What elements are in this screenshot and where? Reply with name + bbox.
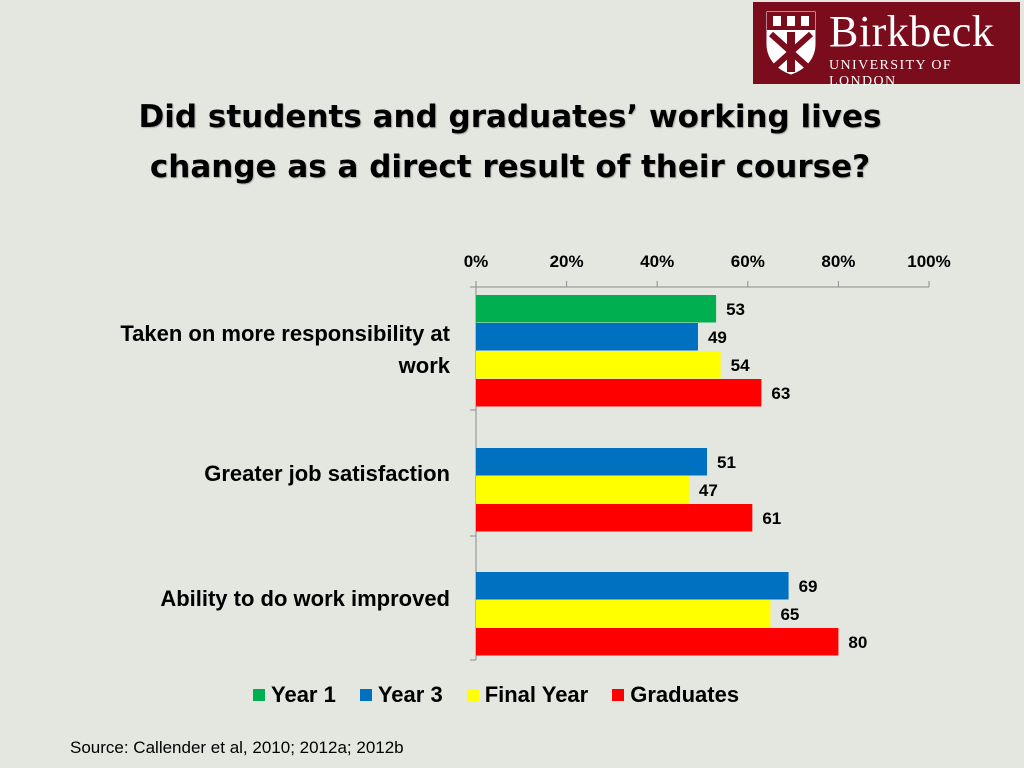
bar — [476, 448, 708, 476]
title-line-1: Did students and graduates’ working live… — [138, 99, 882, 135]
x-tick-label: 100% — [907, 252, 950, 271]
bar — [476, 628, 839, 656]
data-label: 80 — [848, 633, 867, 652]
legend-swatch — [253, 689, 265, 701]
crest-icon — [766, 11, 816, 75]
data-label: 61 — [762, 509, 781, 528]
category-label-ability: Ability to do work improved — [30, 583, 450, 615]
legend-swatch — [466, 689, 479, 701]
data-label: 51 — [717, 453, 736, 472]
category-label-line: Greater job satisfaction — [204, 461, 450, 486]
legend-item: Final Year — [466, 682, 589, 708]
category-label-responsibility: Taken on more responsibility at work — [30, 318, 450, 382]
logo-subtitle: UNIVERSITY OF LONDON — [829, 58, 953, 89]
legend-item: Year 1 — [253, 682, 336, 708]
bar — [476, 323, 698, 351]
bar — [476, 572, 789, 600]
data-label: 53 — [726, 300, 745, 319]
bar — [476, 351, 721, 379]
x-tick-label: 40% — [640, 252, 674, 271]
legend-swatch — [359, 689, 372, 701]
bar — [476, 504, 753, 532]
data-label: 63 — [771, 384, 790, 403]
x-tick-label: 0% — [464, 252, 489, 271]
birkbeck-logo: Birkbeck UNIVERSITY OF LONDON — [753, 2, 1020, 89]
bar — [476, 295, 717, 323]
chart-legend: Year 1 Year 3 Final Year Graduates — [253, 682, 763, 708]
logo-name: Birkbeck — [829, 7, 995, 56]
data-label: 47 — [699, 481, 718, 500]
title-line-2: change as a direct result of their cours… — [149, 149, 871, 185]
category-label-line: Ability to do work improved — [160, 586, 450, 611]
data-label: 49 — [708, 328, 727, 347]
source-note: Source: Callender et al, 2010; 2012a; 20… — [70, 738, 404, 757]
category-label-job-satisfaction: Greater job satisfaction — [30, 458, 450, 490]
bar — [476, 379, 762, 407]
bar — [476, 476, 689, 504]
data-label: 69 — [799, 577, 818, 596]
bar — [476, 600, 771, 628]
category-label-line: work — [398, 353, 450, 378]
legend-item: Graduates — [612, 682, 739, 708]
x-tick-label: 60% — [731, 252, 765, 271]
x-tick-label: 80% — [821, 252, 855, 271]
legend-swatch — [612, 689, 625, 701]
data-label: 65 — [780, 605, 799, 624]
x-tick-label: 20% — [550, 252, 584, 271]
legend-item: Year 3 — [359, 682, 443, 708]
legend-label: Year 1 — [271, 682, 336, 707]
category-label-line: Taken on more responsibility at — [120, 321, 450, 346]
data-label: 54 — [731, 356, 750, 375]
legend-label: Final Year — [484, 682, 589, 707]
legend-label: Year 3 — [377, 682, 443, 707]
slide-title: Did students and graduates’ working live… — [40, 92, 980, 192]
legend-label: Graduates — [630, 682, 740, 707]
